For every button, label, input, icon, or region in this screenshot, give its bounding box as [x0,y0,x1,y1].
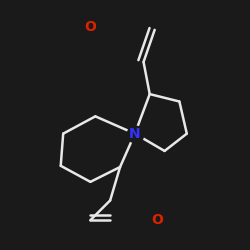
Text: O: O [84,20,96,34]
Text: N: N [129,127,141,141]
Text: O: O [151,213,163,227]
